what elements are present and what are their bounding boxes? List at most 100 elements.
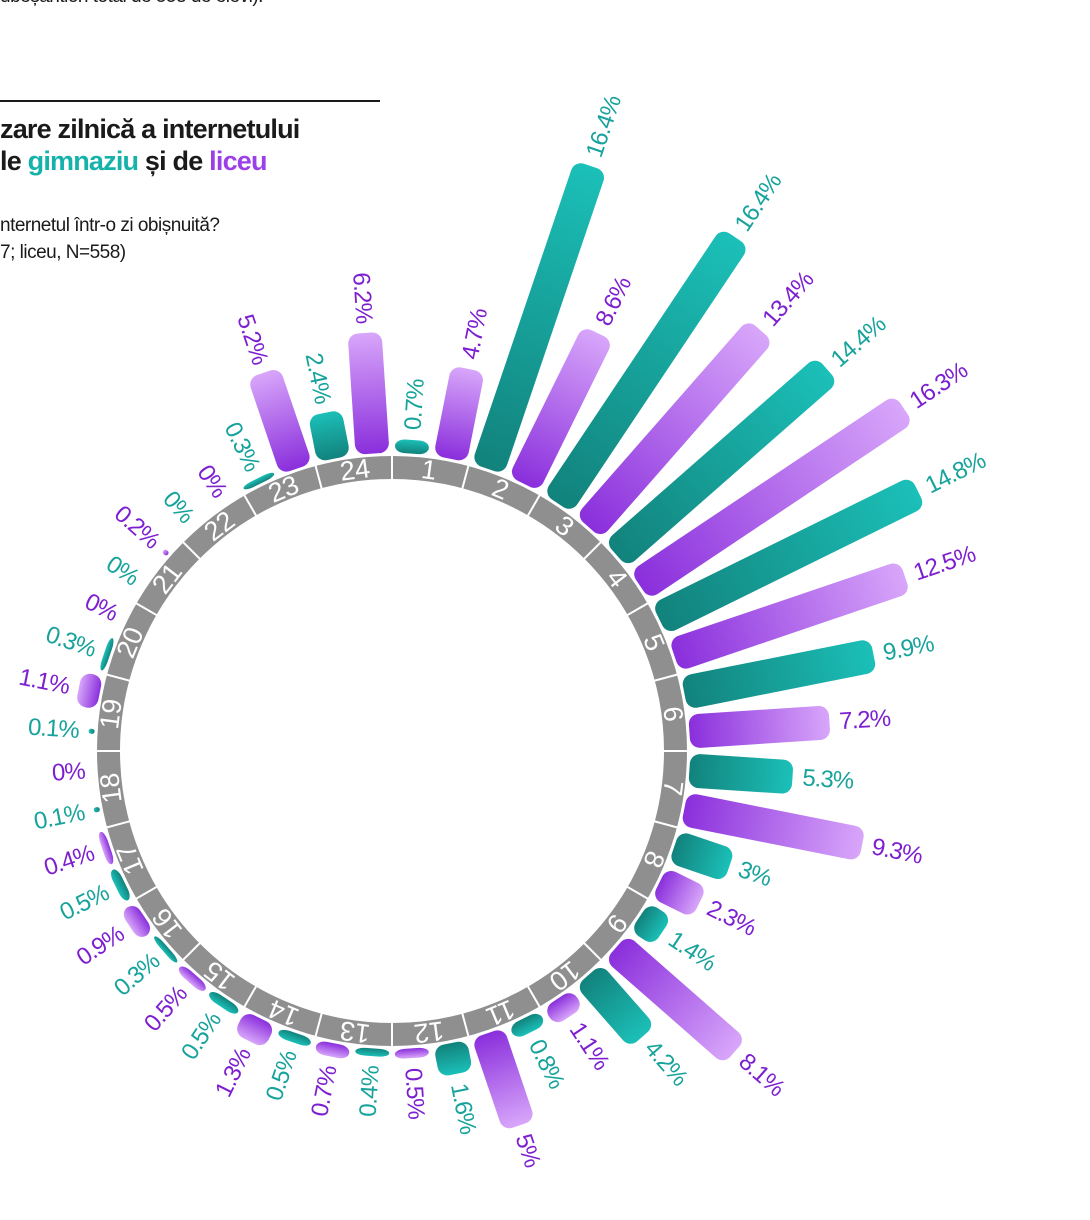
value-label-liceu-hour-15: 0.5%: [139, 980, 193, 1036]
value-label-gimnaziu-hour-11: 0.8%: [523, 1035, 570, 1093]
title-rule: [0, 100, 380, 102]
value-label-liceu-hour-3: 13.4%: [757, 266, 819, 332]
chart-question: nternetul într-o zi obișnuită?: [0, 215, 220, 236]
bar-liceu-hour-10: [547, 993, 580, 1023]
bar-liceu-hour-5: [671, 563, 908, 669]
value-label-liceu-hour-19: 1.1%: [17, 664, 73, 701]
bar-liceu-hour-8: [655, 870, 704, 915]
value-label-liceu-hour-7: 9.3%: [869, 833, 925, 870]
value-label-liceu-hour-20: 0%: [80, 588, 122, 627]
hour-separator: [582, 941, 603, 962]
value-label-liceu-hour-11: 5%: [510, 1131, 546, 1171]
value-label-liceu-hour-22: 0%: [191, 460, 232, 503]
hour-tick-label: 12: [412, 1015, 446, 1049]
top-note: ubeșantion total de 558 de elevi).: [0, 0, 263, 8]
bar-liceu-hour-23: [250, 370, 310, 472]
value-label-gimnaziu-hour-4: 14.4%: [826, 311, 892, 373]
hour-separator: [105, 673, 131, 682]
value-label-liceu-hour-17: 0.4%: [41, 840, 98, 882]
hour-separator: [526, 494, 541, 517]
value-label-liceu-hour-16: 0.9%: [72, 920, 130, 971]
bar-liceu-hour-14: [237, 1014, 273, 1046]
bar-liceu-hour-3: [579, 323, 770, 535]
hour-separator: [461, 464, 470, 490]
bar-liceu-hour-15: [178, 966, 206, 991]
hour-separator: [526, 985, 541, 1008]
value-label-gimnaziu-hour-13: 0.4%: [355, 1065, 385, 1118]
hour-separator: [461, 1012, 470, 1038]
bar-gimnaziu-hour-3: [547, 231, 746, 509]
bar-liceu-hour-21: [162, 549, 169, 556]
value-label-gimnaziu-hour-7: 5.3%: [802, 764, 855, 794]
bar-gimnaziu-hour-10: [579, 967, 652, 1044]
hour-tick-label: 6: [657, 705, 689, 724]
hour-separator: [582, 540, 603, 561]
bar-liceu-hour-24: [348, 332, 389, 455]
bar-liceu-hour-12: [394, 1047, 429, 1059]
hour-separator: [626, 602, 649, 617]
bar-gimnaziu-hour-2: [474, 163, 604, 472]
value-label-gimnaziu-hour-9: 1.4%: [663, 926, 721, 977]
value-label-liceu-hour-5: 12.5%: [910, 540, 979, 586]
bar-liceu-hour-16: [123, 905, 150, 937]
sample-note: 7; liceu, N=558): [0, 242, 126, 263]
value-label-liceu-hour-23: 5.2%: [231, 311, 273, 368]
value-label-liceu-hour-12: 0.5%: [399, 1067, 429, 1120]
bar-gimnaziu-hour-1: [394, 439, 429, 455]
hour-separator: [181, 941, 202, 962]
bar-liceu-hour-7: [682, 794, 864, 860]
value-label-gimnaziu-hour-1: 0.7%: [400, 378, 430, 431]
value-label-liceu-hour-21: 0.2%: [109, 500, 165, 554]
hour-tick-label: 24: [338, 453, 372, 487]
value-label-gimnaziu-hour-12: 1.6%: [445, 1081, 482, 1137]
value-label-gimnaziu-hour-3: 16.4%: [730, 169, 788, 237]
bar-gimnaziu-hour-23: [243, 472, 275, 490]
value-label-gimnaziu-hour-15: 0.5%: [176, 1007, 227, 1065]
title-liceu: liceu: [209, 146, 267, 176]
value-label-gimnaziu-hour-20: 0.3%: [42, 621, 99, 663]
bar-liceu-hour-17: [98, 831, 114, 865]
bar-gimnaziu-hour-16: [154, 936, 178, 963]
title-middle: și de: [138, 146, 210, 176]
bar-gimnaziu-hour-4: [608, 360, 835, 564]
value-label-gimnaziu-hour-18: 0.1%: [32, 799, 88, 836]
value-label-gimnaziu-hour-16: 0.3%: [109, 947, 165, 1001]
bar-gimnaziu-hour-14: [278, 1029, 311, 1046]
hour-separator: [135, 885, 158, 900]
bar-liceu-hour-11: [474, 1030, 533, 1129]
value-label-gimnaziu-hour-23: 0.3%: [219, 418, 266, 476]
value-label-liceu-hour-8: 2.3%: [702, 895, 760, 942]
value-label-liceu-hour-2: 8.6%: [590, 272, 637, 330]
bar-gimnaziu-hour-18: [93, 807, 100, 813]
bar-gimnaziu-hour-12: [435, 1041, 472, 1076]
bar-gimnaziu-hour-11: [511, 1013, 544, 1037]
bar-gimnaziu-hour-8: [671, 833, 733, 880]
bar-gimnaziu-hour-24: [309, 411, 349, 461]
value-label-gimnaziu-hour-8: 3%: [735, 856, 775, 892]
bar-gimnaziu-hour-20: [100, 638, 114, 671]
bar-gimnaziu-hour-6: [682, 640, 876, 708]
hour-tick-label: 13: [338, 1015, 372, 1049]
title-gimnaziu: gimnaziu: [27, 146, 139, 176]
value-label-liceu-hour-1: 4.7%: [457, 306, 494, 362]
value-label-liceu-hour-9: 8.1%: [733, 1048, 789, 1102]
hour-separator: [135, 602, 158, 617]
value-label-liceu-hour-24: 6.2%: [347, 272, 377, 325]
hour-separator: [653, 820, 679, 829]
hour-separator: [105, 820, 131, 829]
value-label-gimnaziu-hour-22: 0%: [157, 486, 199, 529]
bar-liceu-hour-13: [315, 1041, 350, 1059]
bar-gimnaziu-hour-13: [355, 1047, 390, 1057]
value-label-liceu-hour-4: 16.3%: [905, 357, 973, 415]
hour-separator: [314, 464, 323, 490]
value-label-gimnaziu-hour-10: 4.2%: [639, 1035, 693, 1091]
bar-liceu-hour-2: [511, 329, 610, 488]
bars-layer: [77, 163, 923, 1129]
chart-title-line1: zare zilnică a internetului: [0, 114, 300, 144]
value-label-liceu-hour-18: 0%: [51, 758, 86, 787]
hour-separator: [314, 1012, 323, 1038]
value-label-gimnaziu-hour-17: 0.5%: [56, 879, 114, 926]
bar-gimnaziu-hour-9: [634, 906, 669, 942]
